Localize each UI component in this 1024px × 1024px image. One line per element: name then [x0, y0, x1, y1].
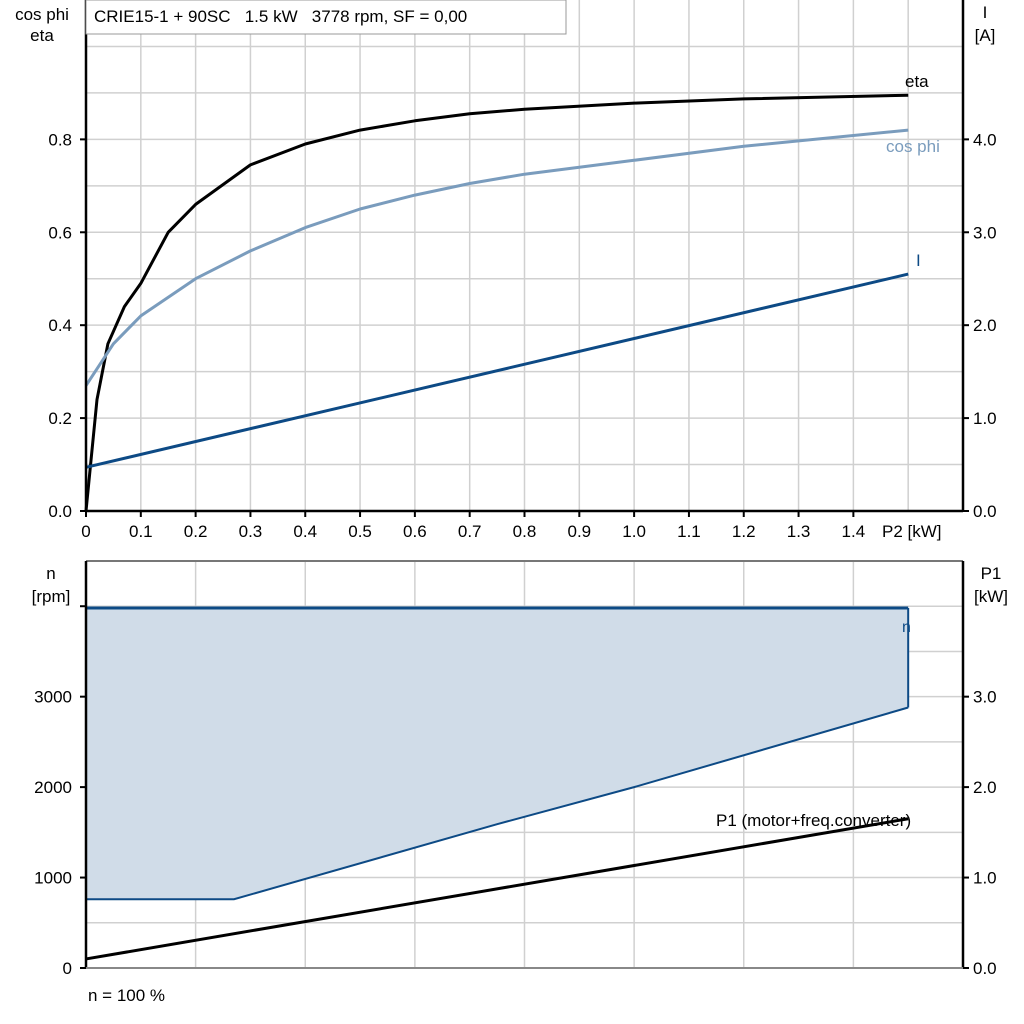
y-tick-label-left: 0.8	[48, 130, 72, 149]
series-label-eta: eta	[905, 72, 929, 91]
top-grid	[86, 0, 964, 511]
series-line-cos-phi	[84, 128, 909, 387]
y-tick-label-right: 2.0	[973, 316, 997, 335]
y-tick-label-left: 1000	[34, 869, 72, 888]
series-label-cosphi: cos phi	[886, 137, 940, 156]
y-tick-label-right: 1.0	[973, 409, 997, 428]
y-tick-label-left: 2000	[34, 778, 72, 797]
x-tick-label: 0	[81, 522, 90, 541]
x-tick-label: 1.2	[732, 522, 756, 541]
y-tick-label-left: 0.6	[48, 223, 72, 242]
tick-labels: 0 0.1 0.2 0.3 0.4 0.5 0.6 0.7 0.8 0.9 1.0 1.1 1.2 1.3…	[34, 130, 996, 978]
x-axis-label: P2 [kW]	[882, 522, 942, 541]
x-tick-label: 1.4	[842, 522, 866, 541]
left-ylabel-bot-1: n	[46, 564, 55, 583]
y-tick-label-left: 0	[63, 959, 72, 978]
right-ylabel-top-1: I	[983, 3, 988, 22]
y-tick-label-right: 4.0	[973, 130, 997, 149]
y-tick-label-right: 1.0	[973, 869, 997, 888]
series-label-n: n	[902, 619, 911, 636]
y-tick-label-right: 2.0	[973, 778, 997, 797]
y-tick-label-left: 3000	[34, 688, 72, 707]
title-box	[85, 0, 567, 35]
right-ylabel-bot-1: P1	[981, 564, 1002, 583]
x-tick-label: 0.6	[403, 522, 427, 541]
series-label-i: I	[916, 251, 921, 270]
x-tick-label: 0.8	[513, 522, 537, 541]
right-ylabel-bot-2: [kW]	[974, 587, 1008, 606]
left-ylabel-bot-2: [rpm]	[32, 587, 71, 606]
y-tick-label-right: 0.0	[973, 959, 997, 978]
x-tick-label: 0.7	[458, 522, 482, 541]
series-line-p1	[85, 817, 909, 961]
x-tick-label: 0.5	[348, 522, 372, 541]
right-ylabel-top-2: [A]	[975, 26, 996, 45]
y-tick-label-right: 3.0	[973, 223, 997, 242]
y-tick-label-left: 0.2	[48, 409, 72, 428]
x-tick-label: 0.2	[184, 522, 208, 541]
y-tick-label-left: 0.4	[48, 316, 72, 335]
footer-note: n = 100 %	[88, 986, 165, 1005]
x-tick-label: 0.9	[567, 522, 591, 541]
chart-marks	[84, 93, 910, 961]
x-tick-label: 1.1	[677, 522, 701, 541]
left-ylabel-top-1: cos phi	[15, 5, 69, 24]
x-tick-label: 0.1	[129, 522, 153, 541]
series-line-eta	[84, 93, 909, 512]
x-tick-label: 0.3	[239, 522, 263, 541]
series-line-i	[85, 272, 909, 469]
x-tick-label: 0.4	[293, 522, 317, 541]
series-label-p1: P1 (motor+freq.converter)	[716, 811, 911, 830]
chart-title: CRIE15-1 + 90SC 1.5 kW 3778 rpm, SF = 0,…	[94, 7, 467, 26]
left-ylabel-top-2: eta	[30, 26, 54, 45]
y-tick-label-left: 0.0	[48, 502, 72, 521]
x-tick-label: 1.0	[622, 522, 646, 541]
x-tick-label: 1.3	[787, 522, 811, 541]
axes	[80, 0, 969, 969]
y-tick-label-right: 0.0	[973, 502, 997, 521]
y-tick-label-right: 3.0	[973, 688, 997, 707]
n-lower-line	[86, 706, 909, 901]
n-area-fill	[86, 608, 909, 900]
